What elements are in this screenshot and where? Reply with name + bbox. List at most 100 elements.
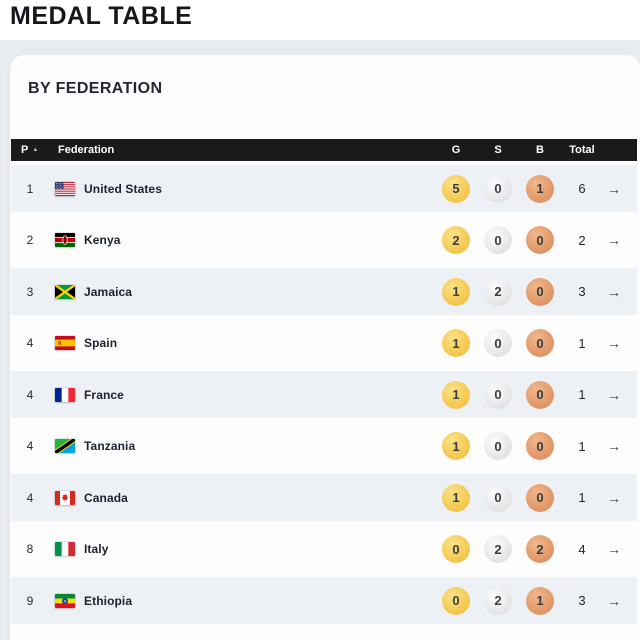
position-value: 3: [26, 284, 34, 299]
silver-cell: 0: [477, 380, 519, 409]
gold-cell: 1: [435, 329, 477, 357]
total-count: 1: [578, 438, 586, 454]
medal-table-row[interactable]: 1 United States 5 0 1 6 →: [11, 165, 637, 212]
row-detail-arrow[interactable]: →: [607, 386, 621, 403]
country-name: Italy: [84, 542, 109, 556]
column-header-federation[interactable]: Federation: [58, 144, 115, 156]
federation-cell: Tanzania: [49, 439, 435, 453]
total-count: 2: [578, 232, 586, 248]
federation-cell: United States: [49, 181, 435, 196]
country-name: Jamaica: [84, 284, 133, 299]
silver-count-badge: 2: [484, 586, 512, 615]
medal-table-row[interactable]: 8 Italy 0 2 2 4 →: [11, 526, 637, 573]
column-header-silver[interactable]: S: [494, 144, 502, 156]
bronze-cell: 0: [519, 483, 561, 512]
medal-table-row[interactable]: 2 Kenya 2 0 0 2 →: [11, 217, 637, 264]
sort-ascending-icon: ▲: [32, 147, 39, 153]
silver-cell: 0: [477, 483, 519, 512]
row-detail-arrow[interactable]: →: [607, 541, 621, 557]
bronze-count-badge: 1: [526, 586, 554, 615]
medal-table-row[interactable]: 9 Ethiopia 0 2 1 3 →: [11, 577, 637, 624]
medal-table-row[interactable]: 4 Tanzania 1 0 0 1 →: [11, 423, 637, 470]
silver-cell: 0: [477, 226, 519, 254]
medal-table-row[interactable]: 4 Spain 1 0 0 1 →: [11, 320, 637, 367]
table-header-row: P ▲ Federation G S B Total: [11, 139, 637, 161]
position-value: 4: [26, 439, 34, 453]
bronze-count-badge: 0: [526, 226, 554, 254]
bronze-cell: 2: [519, 535, 561, 563]
bronze-count-badge: 1: [526, 174, 554, 203]
gold-cell: 0: [435, 535, 477, 563]
position-value: 4: [26, 336, 34, 350]
medal-table-row[interactable]: 4 France 1 0 0 1 →: [11, 371, 637, 418]
gold-cell: 0: [435, 586, 477, 615]
gold-count-badge: 0: [442, 586, 470, 615]
silver-count-badge: 0: [484, 380, 512, 409]
gold-count-badge: 2: [442, 226, 470, 254]
country-name: Tanzania: [84, 439, 136, 453]
row-detail-arrow[interactable]: →: [607, 232, 621, 248]
row-detail-arrow[interactable]: →: [607, 283, 621, 300]
silver-cell: 2: [477, 277, 519, 306]
bronze-count-badge: 0: [526, 432, 554, 460]
silver-cell: 0: [477, 174, 519, 203]
silver-count-badge: 0: [484, 432, 512, 460]
table-body: 1 United States 5 0 1 6 → 2 Kenya 2 0 0: [11, 165, 637, 624]
tanzania-flag-icon: [55, 439, 75, 453]
row-detail-arrow[interactable]: →: [607, 489, 621, 506]
row-detail-arrow[interactable]: →: [607, 335, 621, 351]
canada-flag-icon: [55, 490, 75, 505]
column-header-total[interactable]: Total: [569, 144, 595, 156]
row-detail-arrow[interactable]: →: [607, 180, 621, 197]
page-title: MEDAL TABLE: [10, 2, 193, 30]
silver-count-badge: 0: [484, 174, 512, 203]
federation-cell: Canada: [49, 490, 435, 505]
bronze-cell: 1: [519, 174, 561, 203]
bronze-cell: 0: [519, 226, 561, 254]
silver-count-badge: 0: [484, 329, 512, 357]
bronze-cell: 0: [519, 380, 561, 409]
column-header-position[interactable]: P ▲: [11, 144, 49, 156]
gold-count-badge: 1: [442, 277, 470, 306]
position-header-label: P: [21, 144, 29, 156]
bronze-count-badge: 0: [526, 483, 554, 512]
medal-table-row[interactable]: 3 Jamaica 1 2 0 3 →: [11, 268, 637, 315]
total-count: 1: [578, 490, 586, 505]
silver-count-badge: 0: [484, 483, 512, 512]
silver-count-badge: 2: [484, 277, 512, 306]
gold-cell: 1: [435, 432, 477, 460]
gold-count-badge: 1: [442, 329, 470, 357]
gold-cell: 1: [435, 483, 477, 512]
bronze-cell: 0: [519, 277, 561, 306]
row-detail-arrow[interactable]: →: [607, 438, 621, 454]
federation-cell: Spain: [49, 336, 435, 350]
medal-table-row[interactable]: 4 Canada 1 0 0 1 →: [11, 474, 637, 521]
france-flag-icon: [55, 387, 75, 402]
position-value: 9: [26, 593, 34, 608]
gold-count-badge: 0: [442, 535, 470, 563]
bronze-count-badge: 0: [526, 329, 554, 357]
country-name: Spain: [84, 336, 118, 350]
ethiopia-flag-icon: [55, 593, 75, 608]
country-name: United States: [84, 181, 162, 196]
silver-cell: 2: [477, 586, 519, 615]
silver-count-badge: 0: [484, 226, 512, 254]
bronze-cell: 1: [519, 586, 561, 615]
gold-count-badge: 5: [442, 174, 470, 203]
medal-table: P ▲ Federation G S B Total 1 United Stat…: [11, 139, 637, 629]
federation-cell: France: [49, 387, 435, 402]
position-value: 8: [26, 542, 34, 556]
gold-count-badge: 1: [442, 432, 470, 460]
country-name: Ethiopia: [84, 593, 133, 608]
gold-cell: 1: [435, 380, 477, 409]
total-count: 4: [578, 541, 586, 557]
column-header-gold[interactable]: G: [451, 144, 461, 156]
bronze-cell: 0: [519, 329, 561, 357]
column-header-bronze[interactable]: B: [536, 144, 544, 156]
total-count: 6: [578, 181, 586, 196]
kenya-flag-icon: [55, 233, 75, 247]
row-detail-arrow[interactable]: →: [607, 592, 621, 609]
italy-flag-icon: [55, 542, 75, 556]
total-count: 1: [578, 387, 586, 402]
position-value: 4: [26, 490, 34, 505]
